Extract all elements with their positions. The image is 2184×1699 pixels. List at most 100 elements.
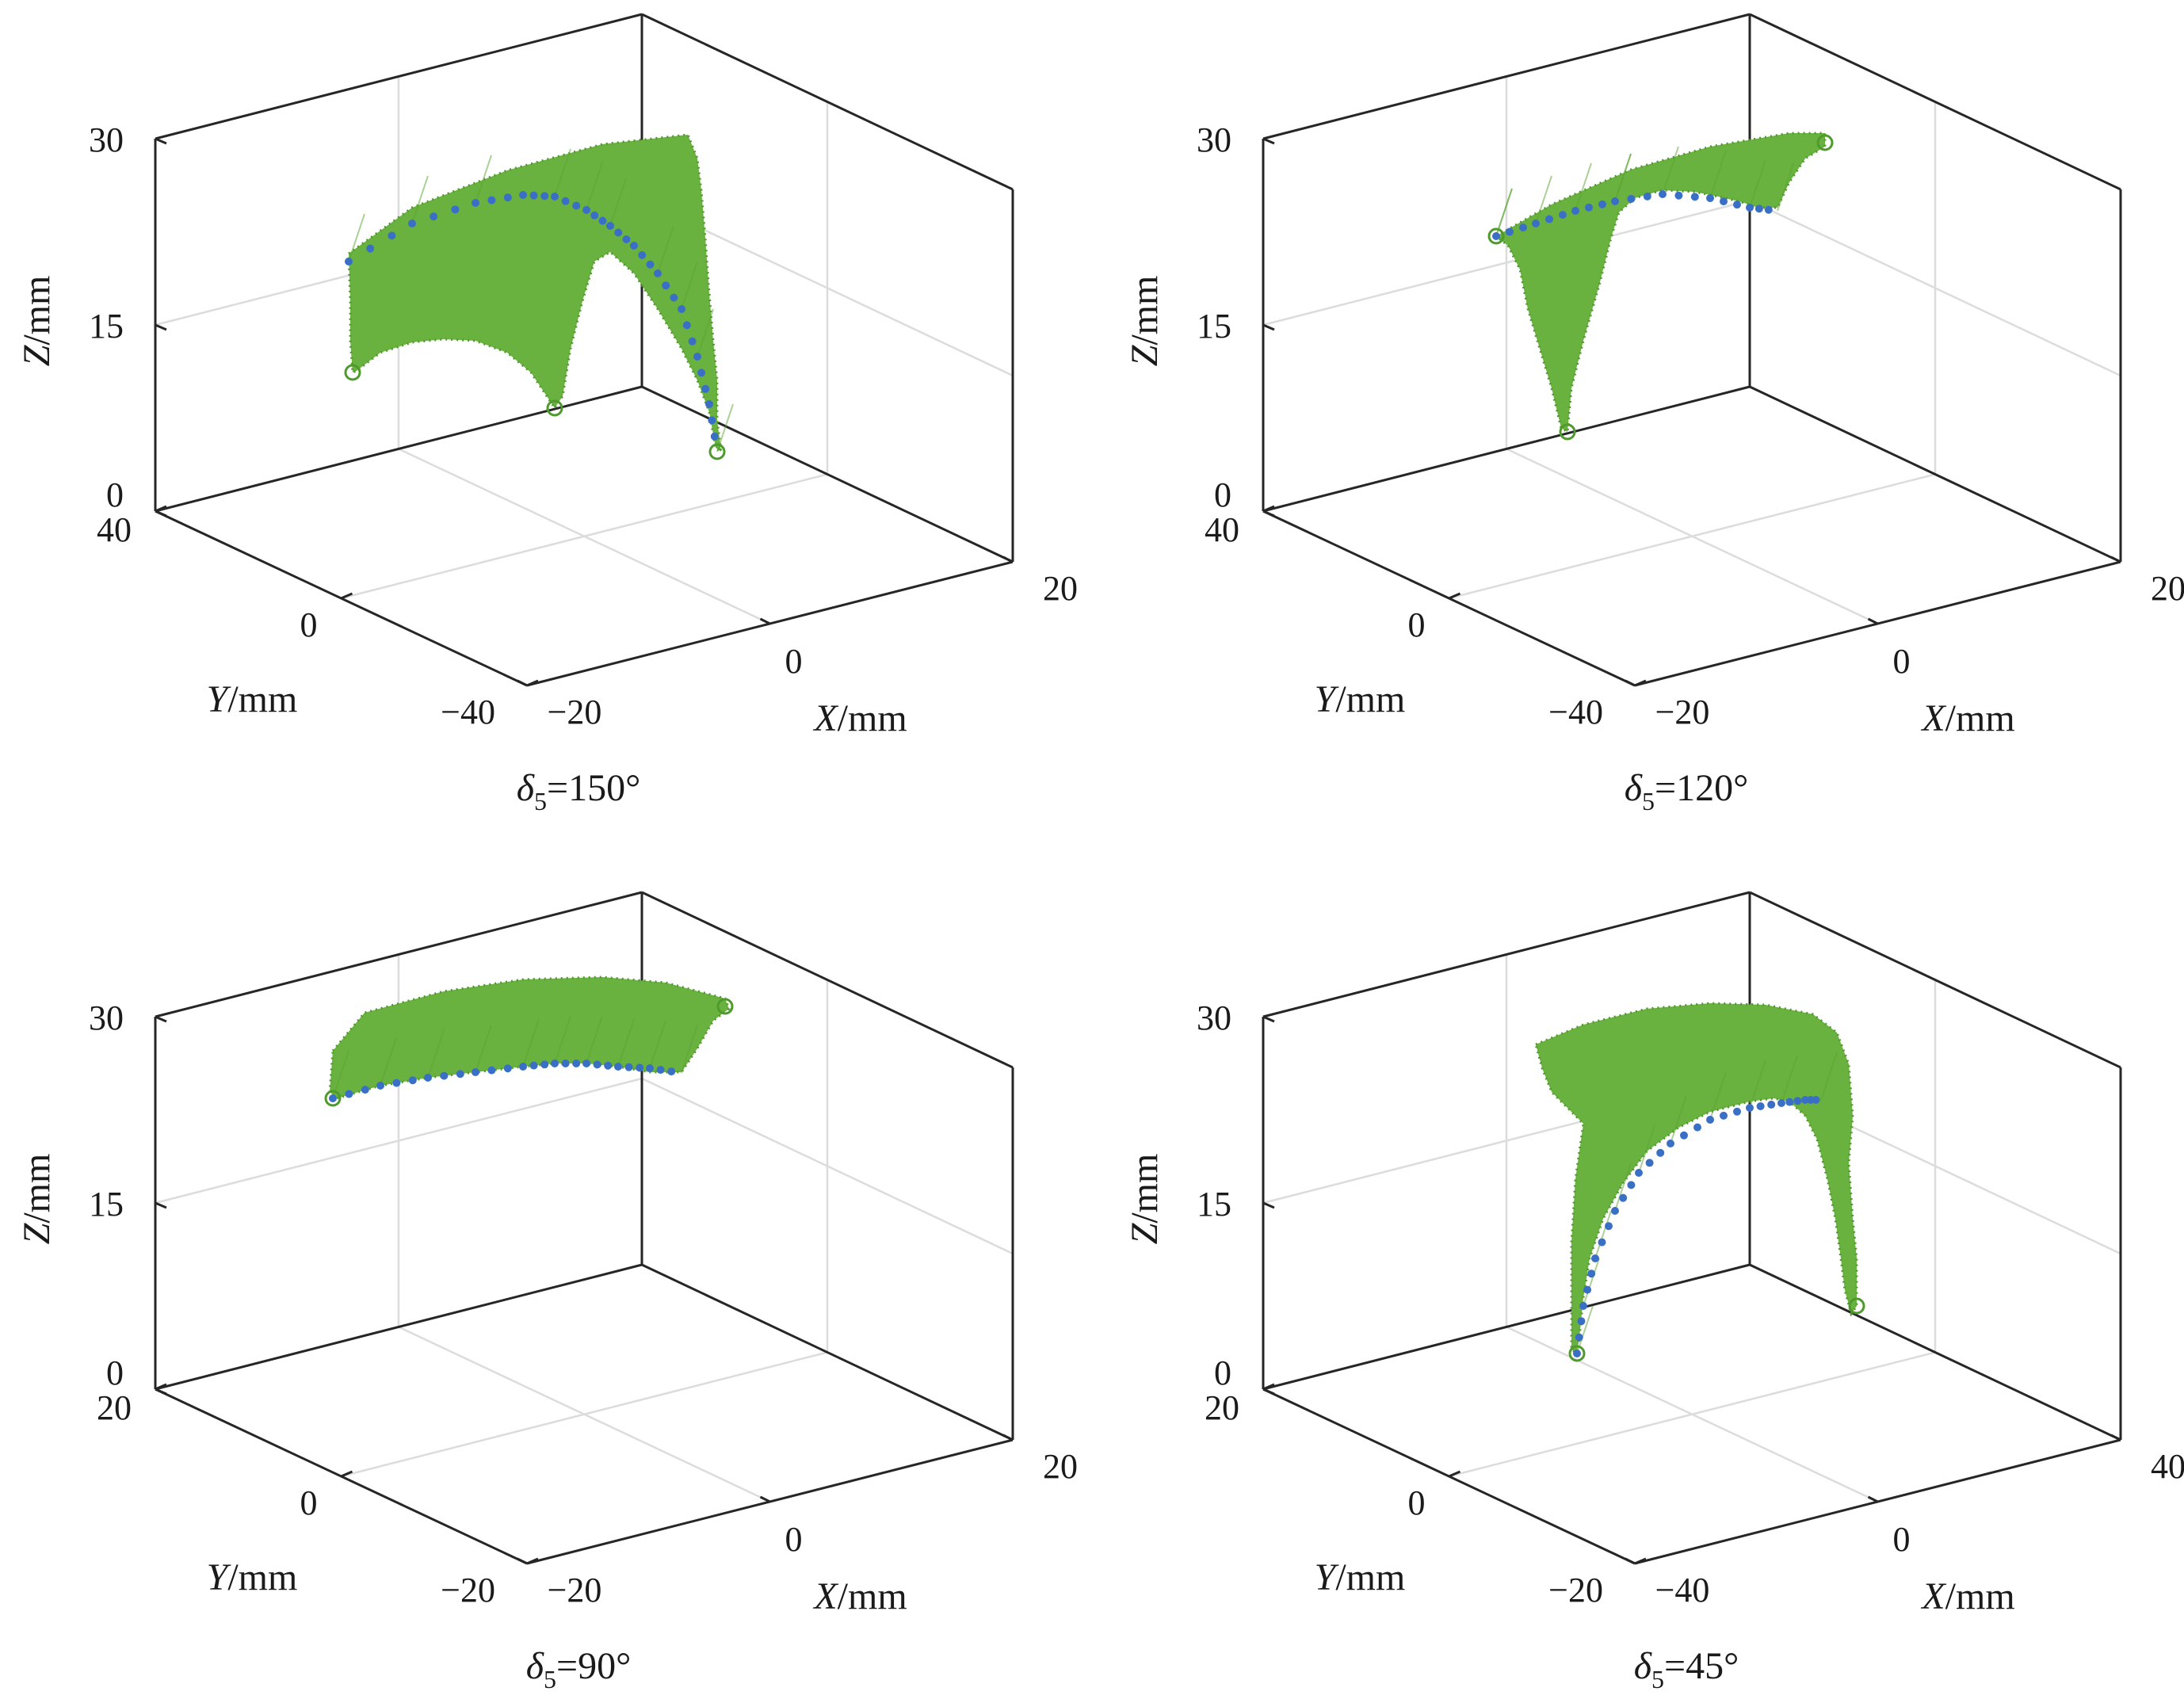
axis-edge [1262,13,1751,140]
endpoint-marker [708,443,726,460]
y-tick-label: 40 [97,510,132,549]
axis-labels: Z/mmY/mm X/mm [1124,276,2015,739]
surface-hatch [1709,1071,1727,1121]
boundary-point [630,242,638,250]
boundary-point [1680,1131,1688,1140]
x-tick-label: −20 [548,693,602,731]
z-tick-label: 0 [1214,475,1231,514]
surface-hatch [1535,175,1552,224]
panel-caption: δ5=150° [517,767,641,815]
boundary-point [582,1059,590,1067]
x-tick-label: 0 [1893,642,1911,681]
z-tick-label: 30 [1197,120,1231,159]
x-tick-mark [1002,1434,1014,1441]
boundary-point [519,1063,527,1071]
boundary-point [366,244,375,253]
surface-hatch [411,175,429,224]
z-tick-label: 15 [89,1185,124,1224]
endpoint-marker [1487,227,1505,245]
x-axis-label: X/mm [812,697,907,739]
z-axis-unit: /mm [16,1154,58,1224]
boundary-point [329,1094,337,1102]
caption-subscript: 5 [534,787,547,815]
surface-hatch [475,1024,492,1073]
surface-hatch [657,225,674,274]
y-tick-label: −20 [441,1571,495,1609]
endpoint-marker [1559,423,1576,441]
boundary-point [590,211,599,220]
x-axis-label: X/mm [1920,1575,2014,1617]
axis-edge [641,13,1014,191]
z-tick-mark [1262,1388,1275,1395]
axis-labels: Z/mmY/mm X/mm [16,276,907,739]
boundary-point [1573,1350,1581,1357]
boundary-point [1733,200,1741,209]
boundary-point [540,1060,549,1069]
boundary-point [1619,1193,1628,1202]
z-tick-mark [1262,323,1275,331]
boundary-point [1575,1333,1583,1342]
boundary-point [408,220,416,227]
boundary-point [376,1082,384,1090]
axis-edge [641,1263,1014,1441]
boundary-point [682,321,691,330]
z-tick-mark [155,510,167,517]
y-tick-label: 20 [97,1388,132,1427]
y-tick-mark [526,679,539,687]
y-axis-unit: /mm [227,678,297,720]
boundary-point [662,281,670,290]
boundary-point [392,1079,401,1087]
boundary-point [456,1070,464,1079]
y-axis-label: Y/mm [1315,678,1406,720]
surface-hatch [1749,159,1766,208]
boundary-point [1785,1098,1794,1106]
boundary-point [1720,197,1728,206]
boundary-point [697,368,706,377]
boundary-point [1627,1181,1636,1189]
y-axis-var: Y [207,1556,231,1598]
axis-edge [155,1263,643,1391]
boundary-points [1487,134,1834,441]
boundary-point [1627,194,1636,203]
axes-box [154,891,1014,1565]
boundary-point [646,1064,654,1072]
boundary-point [1746,1104,1754,1112]
boundary-point [1706,1116,1714,1124]
surface-hatch [586,162,603,211]
z-tick-mark [1262,510,1275,517]
boundary-point [572,201,581,210]
z-tick-label: 30 [89,120,124,159]
axis-edge [1262,1263,1751,1391]
boundary-point [1746,204,1754,212]
z-axis-unit: /mm [1124,1154,1166,1224]
boundary-point [1598,200,1606,208]
surface-hatch [475,155,492,204]
boundary-point [440,1071,449,1080]
boundary-point [361,1086,369,1094]
caption-subscript: 5 [1642,787,1655,815]
y-tick-label: 40 [1205,510,1239,549]
z-axis-label: Z/mm [1124,276,1166,367]
x-tick-mark [1625,679,1636,687]
caption-value: =150° [547,767,640,809]
surface-hatch [1614,153,1632,202]
endpoint-marker [546,399,563,417]
surface-hatch [1594,1210,1612,1259]
x-tick-mark [517,1557,528,1565]
z-tick-mark [155,137,167,145]
caption-symbol: δ [1634,1645,1652,1687]
y-tick-mark [526,1557,539,1565]
caption-value: =90° [556,1645,631,1687]
y-tick-label: 0 [1408,1483,1426,1522]
boundary-point [582,206,590,214]
boundary-point [472,199,479,207]
boundary-point [503,193,512,202]
boundary-point [1605,1222,1613,1231]
grid-line [1506,448,1879,625]
surface-hatch [554,1015,571,1064]
boundary-point [646,260,655,269]
boundary-point [451,205,460,214]
